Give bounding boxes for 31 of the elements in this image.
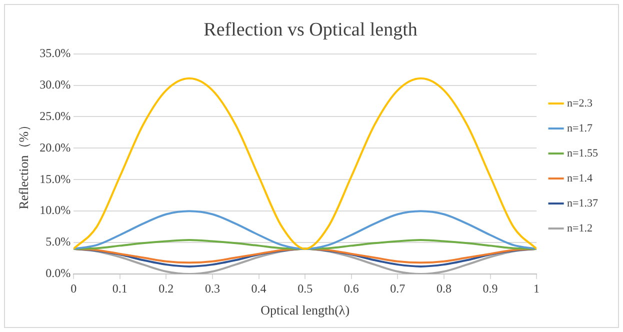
y-tick-label: 30.0% bbox=[40, 77, 71, 92]
legend-label: n=1.2 bbox=[567, 222, 593, 234]
y-tick-label: 0.0% bbox=[46, 266, 71, 280]
y-tick-label: 25.0% bbox=[40, 108, 71, 123]
line-series bbox=[74, 239, 537, 250]
y-tick-label: 15.0% bbox=[40, 172, 71, 186]
legend-label: n=1.4 bbox=[567, 172, 593, 184]
x-tick-label: 0 bbox=[70, 281, 77, 296]
y-tick-label: 5.0% bbox=[46, 234, 71, 249]
chart-title: Reflection vs Optical length bbox=[204, 19, 418, 40]
y-tick-label: 10.0% bbox=[40, 203, 71, 218]
line-series bbox=[74, 210, 537, 250]
x-tick-label: 0.6 bbox=[344, 281, 359, 296]
x-tick-label: 0.3 bbox=[204, 281, 220, 296]
legend-label: n=1.55 bbox=[567, 147, 598, 160]
x-tick-label: 0.7 bbox=[390, 281, 406, 296]
x-tick-label: 0.8 bbox=[436, 281, 452, 296]
legend-label: n=1.7 bbox=[567, 122, 593, 134]
x-tick-label: 0.5 bbox=[298, 281, 313, 296]
x-tick-label: 1 bbox=[534, 281, 540, 296]
x-axis-title: Optical length(λ) bbox=[260, 302, 350, 318]
legend-label: n=2.3 bbox=[567, 97, 593, 110]
y-axis-title: Reflection（%） bbox=[16, 118, 32, 210]
y-tick-label: 35.0% bbox=[40, 46, 71, 60]
x-tick-label: 0.1 bbox=[112, 281, 128, 296]
x-tick-label: 0.2 bbox=[158, 281, 174, 296]
line-series bbox=[74, 77, 537, 250]
legend-label: n=1.37 bbox=[567, 197, 598, 210]
y-tick-label: 20.0% bbox=[40, 140, 71, 154]
x-tick-label: 0.4 bbox=[251, 281, 266, 296]
x-tick-label: 0.9 bbox=[482, 281, 498, 296]
